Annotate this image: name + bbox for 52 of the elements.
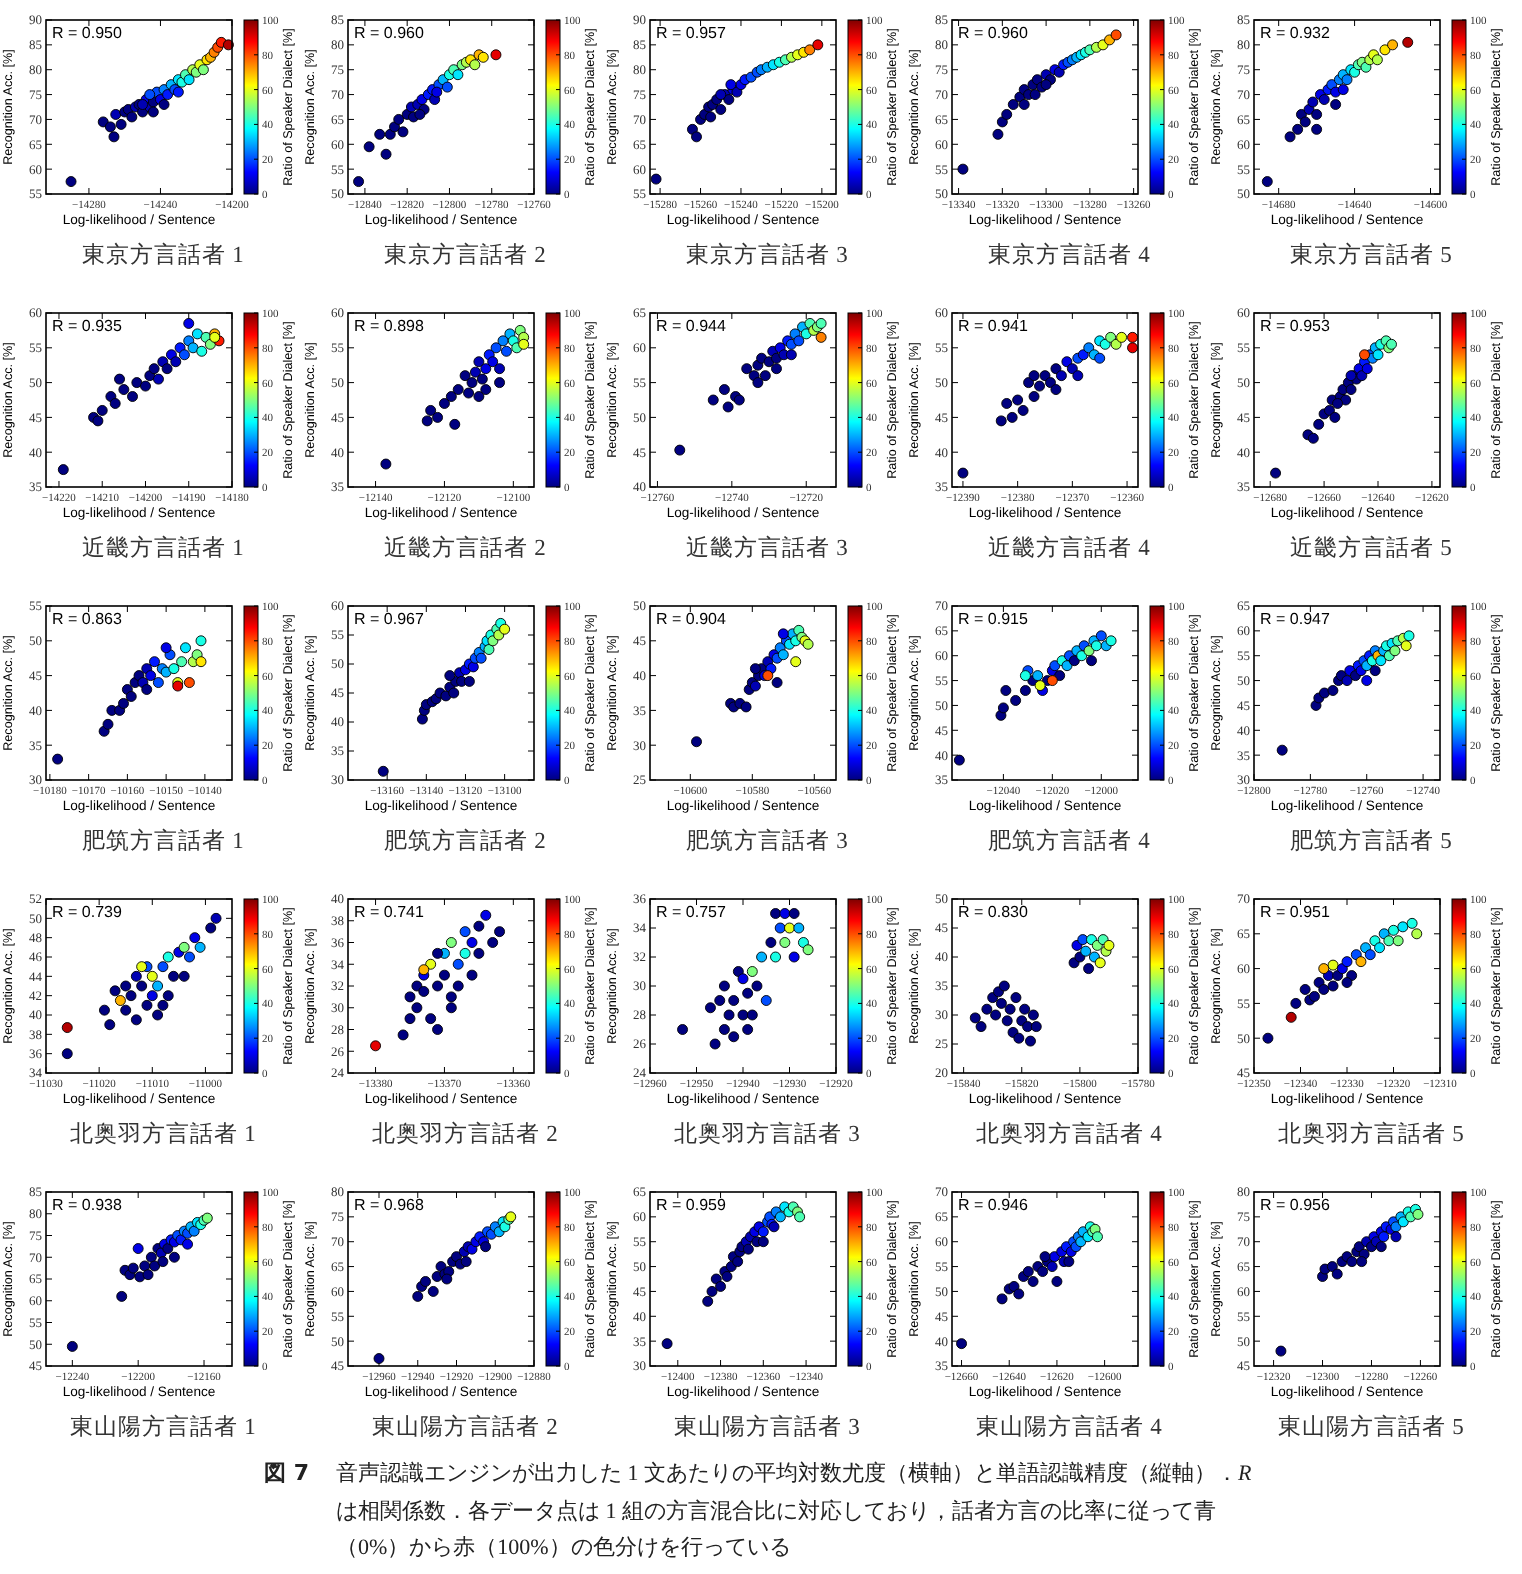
- annotation: R = 0.935: [52, 317, 123, 335]
- text: 近畿方言話者 2: [384, 533, 547, 561]
- annotation: R = 0.951: [1260, 903, 1331, 921]
- text: 東京方言話者 2: [384, 240, 547, 268]
- annotation: R = 0.950: [52, 24, 123, 42]
- text: 北奥羽方言話者 2: [372, 1119, 559, 1147]
- text: 近畿方言話者 5: [1290, 533, 1453, 561]
- annotation: R = 0.947: [1260, 610, 1331, 628]
- text: 図 7: [264, 1458, 311, 1490]
- text: 肥筑方言話者 5: [1290, 826, 1453, 854]
- text: 肥筑方言話者 3: [686, 826, 849, 854]
- annotation: R = 0.904: [656, 610, 727, 628]
- text: 東山陽方言話者 4: [976, 1412, 1163, 1440]
- text: 東山陽方言話者 3: [674, 1412, 861, 1440]
- annotation: R = 0.957: [656, 24, 727, 42]
- annotation: R = 0.968: [354, 1196, 425, 1214]
- annotation: R = 0.960: [354, 24, 425, 42]
- text: 北奥羽方言話者 4: [976, 1119, 1163, 1147]
- annotation: R = 0.757: [656, 903, 727, 921]
- text: 肥筑方言話者 4: [988, 826, 1151, 854]
- text: 近畿方言話者 1: [82, 533, 245, 561]
- annotation: R = 0.959: [656, 1196, 727, 1214]
- annotation: R = 0.960: [958, 24, 1029, 42]
- text: 東山陽方言話者 1: [70, 1412, 257, 1440]
- text: 東京方言話者 1: [82, 240, 245, 268]
- text: 肥筑方言話者 2: [384, 826, 547, 854]
- annotation: R = 0.941: [958, 317, 1029, 335]
- text: 東京方言話者 5: [1290, 240, 1453, 268]
- annotation: R = 0.946: [958, 1196, 1029, 1214]
- annotation: R = 0.944: [656, 317, 727, 335]
- text: 東山陽方言話者 2: [372, 1412, 559, 1440]
- annotation: R = 0.938: [52, 1196, 123, 1214]
- text: 東京方言話者 4: [988, 240, 1151, 268]
- text: 音声認識エンジンが出力した 1 文あたりの平均対数尤度（横軸）と単語認識精度（縦軸）．R は相関係数．各データ点は 1 組の方言混合比に対応しており，話者方言の比率に従って青（0%）から赤（100%）の色分けを行っている: [336, 1462, 1252, 1560]
- annotation: R = 0.863: [52, 610, 123, 628]
- annotation: R = 0.898: [354, 317, 425, 335]
- annotation: R = 0.956: [1260, 1196, 1331, 1214]
- annotation: R = 0.915: [958, 610, 1029, 628]
- annotation: R = 0.739: [52, 903, 123, 921]
- annotation: R = 0.932: [1260, 24, 1331, 42]
- annotation: R = 0.953: [1260, 317, 1331, 335]
- text: 東山陽方言話者 5: [1278, 1412, 1465, 1440]
- text: 北奥羽方言話者 3: [674, 1119, 861, 1147]
- text: 北奥羽方言話者 5: [1278, 1119, 1465, 1147]
- text: 肥筑方言話者 1: [82, 826, 245, 854]
- annotation: R = 0.741: [354, 903, 425, 921]
- text: 北奥羽方言話者 1: [70, 1119, 257, 1147]
- text: 近畿方言話者 3: [686, 533, 849, 561]
- annotation: R = 0.967: [354, 610, 425, 628]
- annotation: R = 0.830: [958, 903, 1029, 921]
- text: 東京方言話者 3: [686, 240, 849, 268]
- text: 近畿方言話者 4: [988, 533, 1151, 561]
